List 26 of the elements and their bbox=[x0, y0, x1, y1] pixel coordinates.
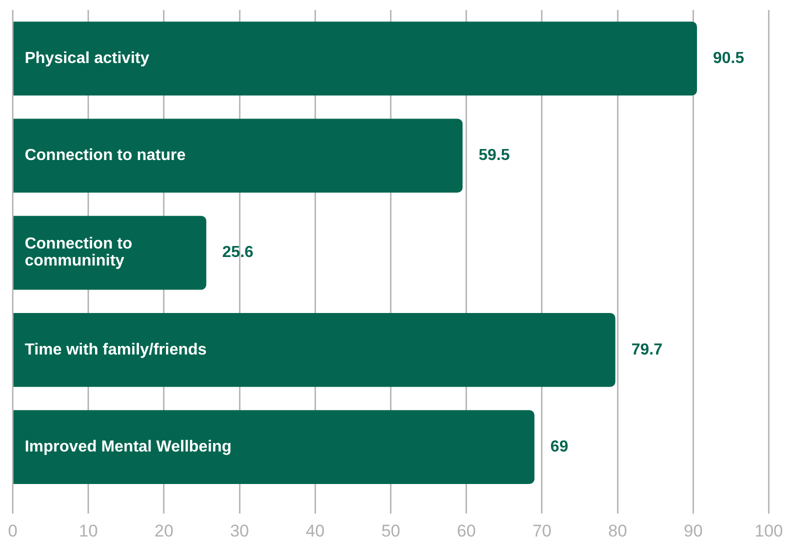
x-tick-label: 90 bbox=[684, 521, 703, 540]
x-tick-label: 80 bbox=[608, 521, 628, 540]
y-tick-label: Improved Mental Wellbeing bbox=[24, 438, 232, 456]
y-tick-label: Connection to nature bbox=[24, 147, 186, 164]
data-label: 90.5 bbox=[712, 50, 744, 67]
bar bbox=[13, 22, 697, 96]
x-tick-label: 20 bbox=[154, 521, 174, 540]
y-tick-label: Connection to communinity bbox=[24, 236, 132, 270]
bar bbox=[13, 118, 463, 193]
data-label: 69 bbox=[550, 438, 568, 456]
y-tick-label: Physical activity bbox=[24, 50, 150, 67]
y-tick-label: Time with family/friends bbox=[24, 341, 207, 358]
x-tick-label: 70 bbox=[532, 521, 552, 540]
x-tick-label: 30 bbox=[230, 521, 250, 540]
x-tick-label: 60 bbox=[456, 521, 476, 540]
x-tick-label: 40 bbox=[306, 521, 325, 540]
data-label: 59.5 bbox=[478, 147, 510, 164]
bar bbox=[13, 410, 534, 484]
data-label: 25.6 bbox=[222, 244, 254, 262]
x-tick-label: 100 bbox=[754, 521, 784, 540]
bar bbox=[13, 216, 206, 290]
data-label: 79.7 bbox=[631, 341, 663, 358]
x-tick-label: 0 bbox=[8, 521, 18, 540]
bar bbox=[13, 313, 616, 387]
x-tick-label: 50 bbox=[381, 521, 400, 540]
x-tick-label: 10 bbox=[78, 521, 98, 540]
